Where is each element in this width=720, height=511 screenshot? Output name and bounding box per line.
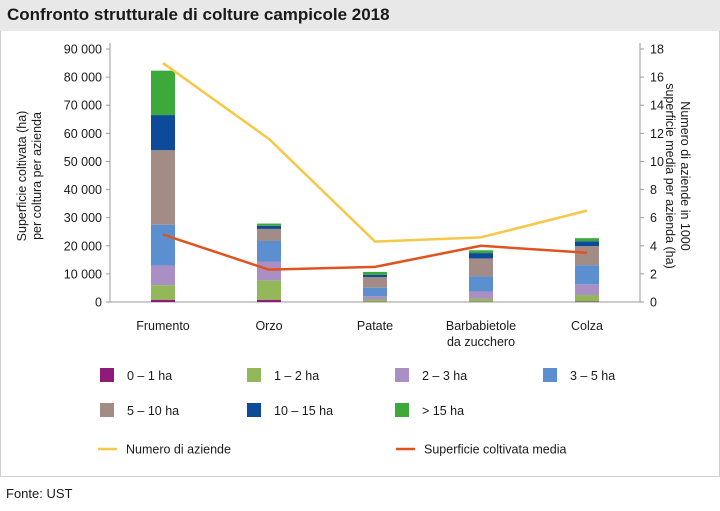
bar-segment [151, 150, 175, 225]
right-tick-label: 16 [650, 71, 664, 85]
right-tick-label: 14 [650, 99, 664, 113]
right-tick-label: 10 [650, 155, 664, 169]
left-axis-label-line: Superficie coltivata (ha) [15, 111, 29, 242]
bar-segment [469, 258, 493, 277]
bar-segment [575, 241, 599, 247]
legend-swatch [247, 368, 261, 382]
category-label-line: da zucchero [447, 335, 515, 349]
bar-segment [151, 265, 175, 286]
right-tick-label: 2 [650, 267, 657, 281]
left-tick-label: 80 000 [64, 71, 102, 85]
bar-segment [575, 238, 599, 242]
left-axis-label: Superficie coltivata (ha)per coltura per… [15, 111, 44, 242]
bar-segment [257, 223, 281, 226]
bar-segment [469, 253, 493, 259]
bar-segment [363, 271, 387, 275]
bar-segment [151, 285, 175, 300]
left-tick-label: 50 000 [64, 155, 102, 169]
legend-label: > 15 ha [422, 404, 464, 418]
legend-swatch [395, 403, 409, 417]
left-tick-label: 90 000 [64, 43, 102, 57]
bar-segment [151, 70, 175, 116]
series-line [162, 62, 588, 243]
legend-label: 0 – 1 ha [127, 369, 172, 383]
bar-segment [363, 296, 387, 300]
bar-segment [575, 265, 599, 285]
left-tick-label: 30 000 [64, 211, 102, 225]
left-tick-label: 40 000 [64, 183, 102, 197]
bar-segment [469, 250, 493, 254]
bar-segment [469, 276, 493, 292]
bar-segment [363, 276, 387, 288]
title-bar [0, 0, 720, 31]
category-label: Frumento [136, 319, 190, 333]
bar-segment [257, 228, 281, 241]
legend-label: 2 – 3 ha [422, 369, 467, 383]
bar-segment [575, 246, 599, 266]
right-tick-label: 0 [650, 296, 657, 310]
right-axis-label-line: superficie media per azienda (ha) [663, 83, 677, 269]
category-label-line: Orzo [255, 319, 282, 333]
legend-swatch [100, 368, 114, 382]
right-axis-label: Numero di aziende in 1000superficie medi… [663, 83, 692, 269]
category-label-line: Frumento [136, 319, 190, 333]
chart-svg: 0 10 000 20 000 30 000 40 000 50 000 60 000 70 … [15, 43, 692, 457]
bar-segment [257, 261, 281, 281]
legend-swatch [543, 368, 557, 382]
legend-swatch [247, 403, 261, 417]
bar-segment [575, 284, 599, 295]
legend-label: Superficie coltivata media [424, 443, 566, 457]
bar-segment [257, 225, 281, 229]
legend-label: 3 – 5 ha [570, 369, 615, 383]
chart-panel [0, 31, 720, 477]
category-label-line: Patate [357, 319, 393, 333]
right-tick-label: 6 [650, 211, 657, 225]
category-label-line: Colza [571, 319, 603, 333]
legend-label: Numero di aziende [126, 443, 231, 457]
left-tick-label: 70 000 [64, 99, 102, 113]
left-tick-label: 10 000 [64, 267, 102, 281]
legend-swatch [100, 403, 114, 417]
bar-segment [257, 299, 281, 302]
right-tick-label: 4 [650, 239, 657, 253]
left-tick-label: 0 [95, 296, 102, 310]
series-line [162, 233, 588, 271]
category-label: Patate [357, 319, 393, 333]
legend-label: 10 – 15 ha [274, 404, 333, 418]
bar-segment [469, 291, 493, 299]
left-tick-label: 60 000 [64, 127, 102, 141]
legend-label: 5 – 10 ha [127, 404, 179, 418]
right-tick-label: 12 [650, 127, 664, 141]
bar-segment [363, 287, 387, 297]
right-tick-label: 18 [650, 43, 664, 57]
left-tick-label: 20 000 [64, 239, 102, 253]
bar-segment [363, 274, 387, 277]
right-tick-label: 8 [650, 183, 657, 197]
bar-segment [257, 280, 281, 300]
category-label-line: Barbabietole [446, 319, 516, 333]
legend-swatch [395, 368, 409, 382]
bar-segment [151, 115, 175, 151]
source-note: Fonte: UST [6, 486, 73, 501]
bar-segment [151, 224, 175, 266]
legend-label: 1 – 2 ha [274, 369, 319, 383]
bar-segment [257, 240, 281, 262]
bar-segment [575, 294, 599, 302]
chart-title: Confronto strutturale di colture campico… [7, 5, 390, 24]
category-label: Orzo [255, 319, 282, 333]
category-label: Barbabietole da zucchero [446, 319, 516, 349]
bar-segment [151, 299, 175, 302]
left-axis-label-line: per coltura per azienda [30, 112, 44, 240]
right-axis-label-line: Numero di aziende in 1000 [678, 101, 692, 250]
bar-segment [575, 301, 599, 302]
category-label: Colza [571, 319, 603, 333]
bar-segment [469, 298, 493, 302]
bar-segment [363, 299, 387, 302]
